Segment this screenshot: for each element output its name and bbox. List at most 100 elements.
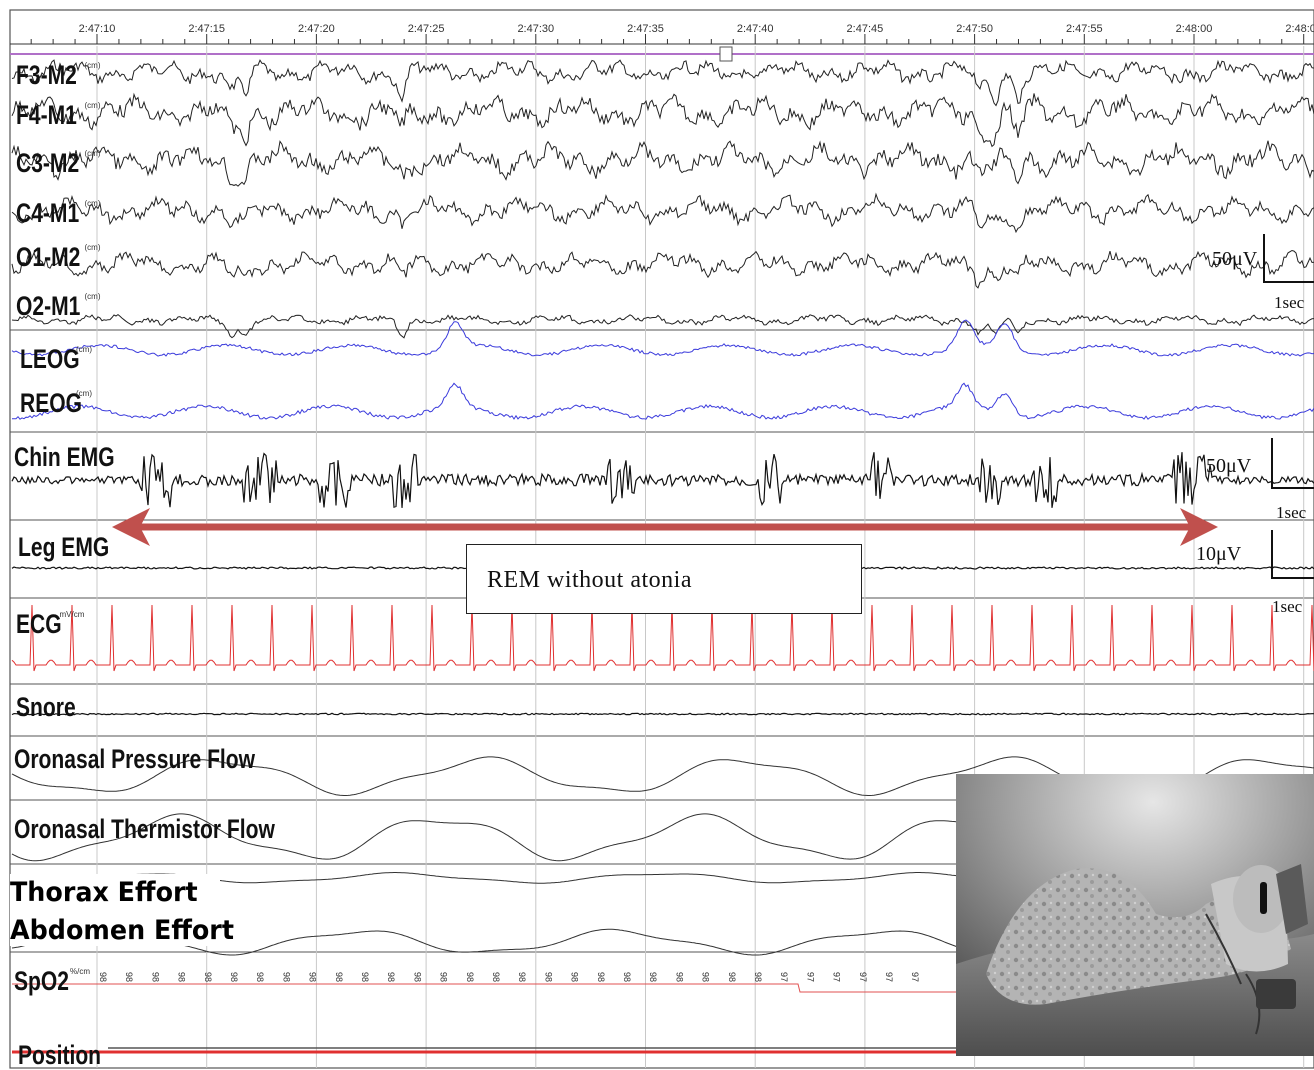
time-tick-label: 2:48:00 [1176,23,1213,35]
time-tick-label: 2:47:30 [517,23,554,35]
spo2-value: 98 [255,972,265,982]
spo2-value: 97 [832,972,842,982]
spo2-value: 98 [124,972,134,982]
channel-label-tflow: Oronasal Thermistor Flow [14,815,275,845]
spo2-value: 97 [884,972,894,982]
time-tick-label: 2:47:10 [79,23,116,35]
spo2-value: 98 [701,972,711,982]
scale-time: 1sec [1276,503,1307,522]
spo2-value: 98 [753,972,763,982]
scale-bar [1271,438,1314,489]
spo2-value: 98 [648,972,658,982]
channel-label-abdomen: Abdomen Effort [10,915,234,946]
spo2-value: 98 [281,972,291,982]
time-tick-label: 2:47:35 [627,23,664,35]
trace-o1m2 [11,249,1314,289]
rwa-arrow-left-head [112,508,150,546]
scale-amplitude: 50μV [1212,248,1258,270]
trace-c4m1 [11,192,1314,234]
channel-unit-c4m1: (cm) [85,199,101,208]
channel-unit-f4m1: (cm) [85,101,101,110]
channel-unit-ecg: mV/cm [60,610,85,619]
channel-label-o1m2: O1-M2 [16,243,80,273]
trace-chin [11,452,1314,509]
spo2-value: 98 [439,972,449,982]
spo2-value: 98 [412,972,422,982]
channel-unit-o2m1: (cm) [85,292,101,301]
channel-unit-reog: (cm) [76,389,92,398]
spo2-value: 97 [858,972,868,982]
trace-leog [11,319,1314,357]
channel-label-chin: Chin EMG [14,443,115,473]
spo2-value: 98 [386,972,396,982]
spo2-value: 97 [805,972,815,982]
channel-label-position: Position [18,1041,101,1070]
event-marker-icon [719,46,733,62]
spo2-value: 97 [779,972,789,982]
annotation-box: REM without atonia [466,544,862,614]
spo2-value: 98 [491,972,501,982]
spo2-value: 98 [203,972,213,982]
spo2-value: 98 [334,972,344,982]
channel-label-pflow: Oronasal Pressure Flow [14,745,255,775]
trace-ecg [11,604,1314,672]
scale-bar [1271,530,1314,579]
rwa-arrow-right-head [1180,508,1218,546]
time-tick-label: 2:47:55 [1066,23,1103,35]
spo2-value: 98 [229,972,239,982]
channel-unit-f3m2: (cm) [85,61,101,70]
time-tick-label: 2:47:50 [956,23,993,35]
video-snapshot [956,774,1314,1056]
scale-time: 1sec [1274,293,1305,312]
trace-c3m2 [11,140,1314,187]
spo2-value: 98 [360,972,370,982]
plot-frame [9,9,1314,1069]
spo2-value: 97 [910,972,920,982]
channel-label-leg: Leg EMG [18,533,109,563]
scale-bar [1263,234,1314,283]
time-tick-label: 2:47:45 [847,23,884,35]
time-tick-label: 2:47:15 [188,23,225,35]
channel-label-ecg: ECG [16,610,62,640]
channel-label-c4m1: C4-M1 [16,199,79,229]
channel-label-thorax: Thorax Effort [10,877,198,908]
time-tick-label: 2:47:25 [408,23,445,35]
spo2-value: 98 [150,972,160,982]
spo2-value: 98 [465,972,475,982]
channel-label-c3m2: C3-M2 [16,149,79,179]
trace-f4m1 [11,92,1314,148]
time-tick-label: 2:47:20 [298,23,335,35]
channel-label-f3m2: F3-M2 [16,61,77,91]
trace-f3m2 [11,59,1314,107]
spo2-value: 98 [543,972,553,982]
spo2-value: 98 [674,972,684,982]
spo2-value: 98 [727,972,737,982]
spo2-value: 98 [596,972,606,982]
spo2-value: 98 [570,972,580,982]
trace-o2m1 [11,313,1314,339]
channel-label-spo2: SpO2 [14,967,69,997]
channel-unit-c3m2: (cm) [85,149,101,158]
annotation-text: REM without atonia [487,567,692,593]
channel-label-reog: REOG [20,389,82,419]
channel-label-leog: LEOG [20,345,80,375]
channel-unit-leog: (cm) [76,345,92,354]
spo2-value: 98 [622,972,632,982]
channel-unit-o1m2: (cm) [85,243,101,252]
video-frame-icon [956,774,1314,1056]
time-tick-label: 2:48:05 [1285,23,1314,35]
time-tick-label: 2:47:40 [737,23,774,35]
spo2-value: 98 [177,972,187,982]
spo2-value: 98 [517,972,527,982]
scale-amplitude: 10μV [1196,543,1242,565]
trace-reog [12,382,1314,420]
trace-snore [11,712,1314,716]
spo2-value: 98 [98,972,108,982]
scale-time: 1sec [1272,597,1303,616]
channel-label-f4m1: F4-M1 [16,101,77,131]
channel-unit-spo2: %/cm [70,967,90,976]
scale-amplitude: 50μV [1206,455,1252,477]
effort-labels: Thorax Effort Abdomen Effort [10,874,234,946]
channel-label-o2m1: O2-M1 [16,292,80,322]
